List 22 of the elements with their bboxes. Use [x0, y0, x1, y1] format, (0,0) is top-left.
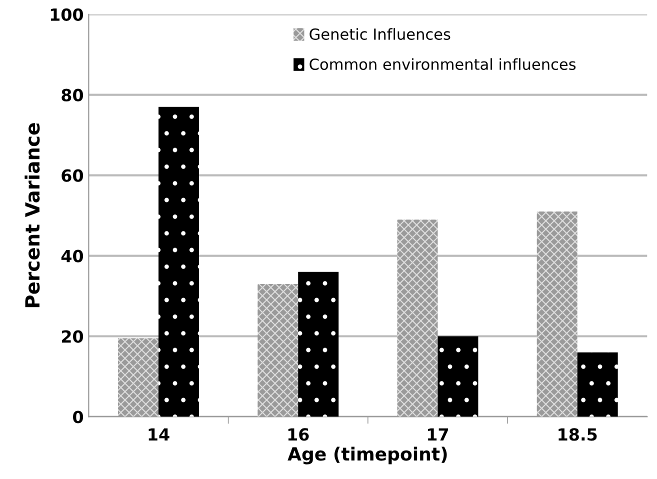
y-tick-label: 0	[73, 410, 84, 424]
legend-label: Genetic Influences	[310, 28, 450, 40]
x-axis-title: Age (timepoint)	[288, 446, 447, 464]
y-tick-label: 40	[61, 250, 84, 262]
bar	[258, 284, 298, 417]
bar	[158, 106, 199, 417]
bar	[118, 338, 158, 417]
x-tick-label: 17	[428, 428, 448, 441]
y-tick-label: 60	[62, 169, 84, 182]
bar	[577, 352, 618, 417]
x-tick-label: 14	[148, 428, 170, 441]
y-tick-label: 80	[62, 88, 84, 102]
bar	[298, 272, 339, 417]
bar	[536, 212, 578, 417]
y-tick-label: 20	[62, 330, 84, 343]
y-axis-title: Percent Variance	[24, 123, 40, 308]
y-tick-label: 100	[50, 8, 84, 21]
bar	[438, 336, 478, 417]
bar	[397, 220, 438, 417]
legend-label: Common environmental influences	[310, 58, 576, 70]
x-tick-label: 18.5	[558, 428, 597, 441]
x-tick-label: 16	[288, 428, 309, 441]
